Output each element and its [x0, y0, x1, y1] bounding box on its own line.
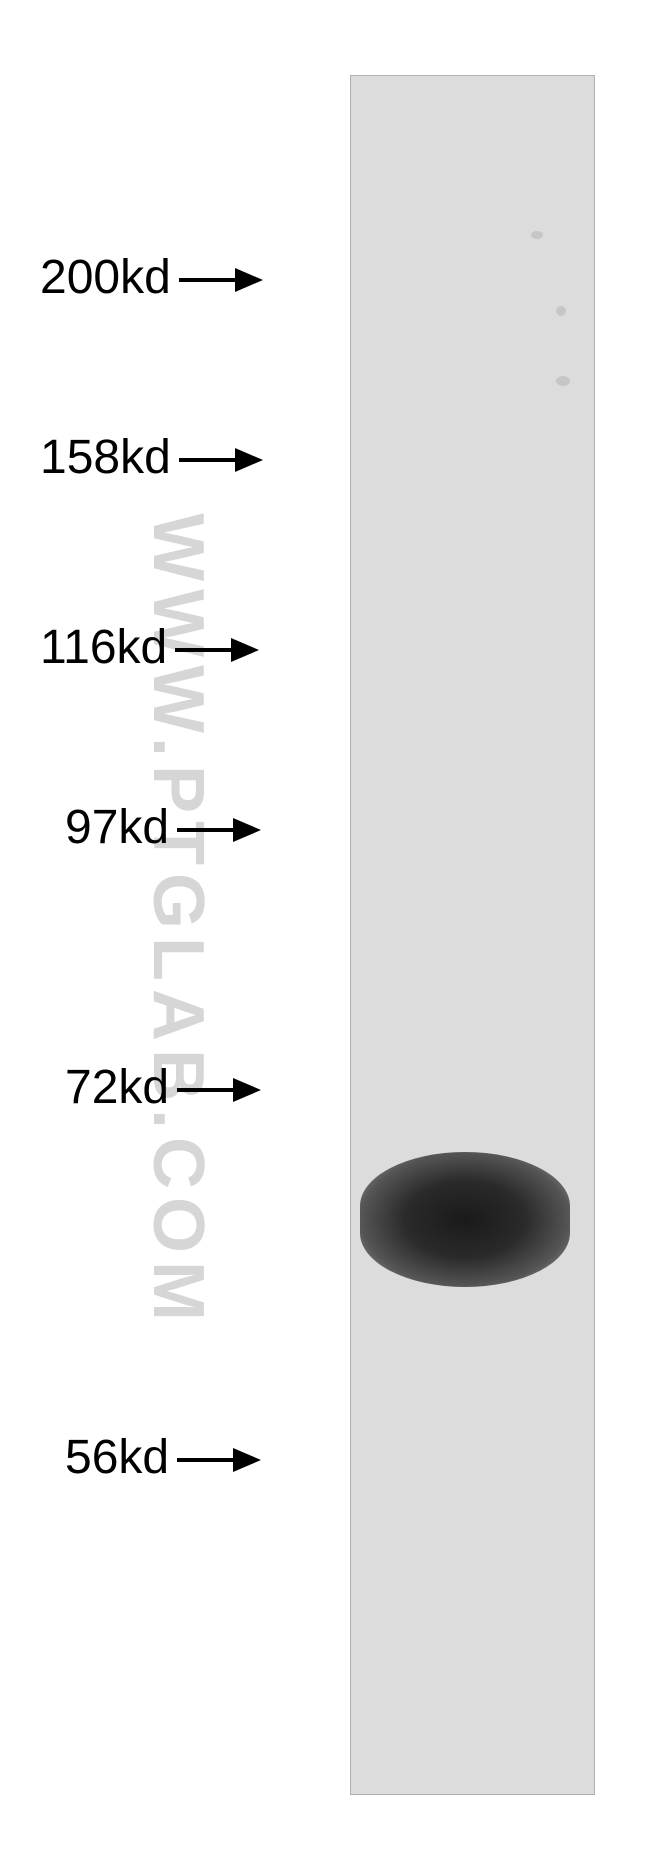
- arrow-icon: [177, 804, 261, 852]
- marker-label-text: 200kd: [40, 250, 171, 305]
- marker-label-text: 158kd: [40, 430, 171, 485]
- marker-97kd: 97kd: [65, 800, 261, 855]
- marker-label-text: 116kd: [40, 620, 167, 675]
- marker-200kd: 200kd: [40, 250, 263, 305]
- marker-158kd: 158kd: [40, 430, 263, 485]
- marker-56kd: 56kd: [65, 1430, 261, 1485]
- marker-label-text: 72kd: [65, 1060, 169, 1115]
- gel-artifact: [556, 306, 566, 316]
- protein-band: [360, 1152, 570, 1287]
- gel-lane: [350, 75, 595, 1795]
- arrow-icon: [179, 434, 263, 482]
- gel-artifact: [556, 376, 570, 386]
- marker-72kd: 72kd: [65, 1060, 261, 1115]
- arrow-icon: [177, 1434, 261, 1482]
- arrow-icon: [175, 624, 259, 672]
- marker-label-text: 56kd: [65, 1430, 169, 1485]
- arrow-icon: [179, 254, 263, 302]
- arrow-icon: [177, 1064, 261, 1112]
- western-blot-figure: WWW.PTGLAB.COM 200kd 158kd 116kd 97kd 72…: [0, 0, 650, 1855]
- marker-116kd: 116kd: [40, 620, 259, 675]
- marker-label-text: 97kd: [65, 800, 169, 855]
- gel-artifact: [531, 231, 543, 239]
